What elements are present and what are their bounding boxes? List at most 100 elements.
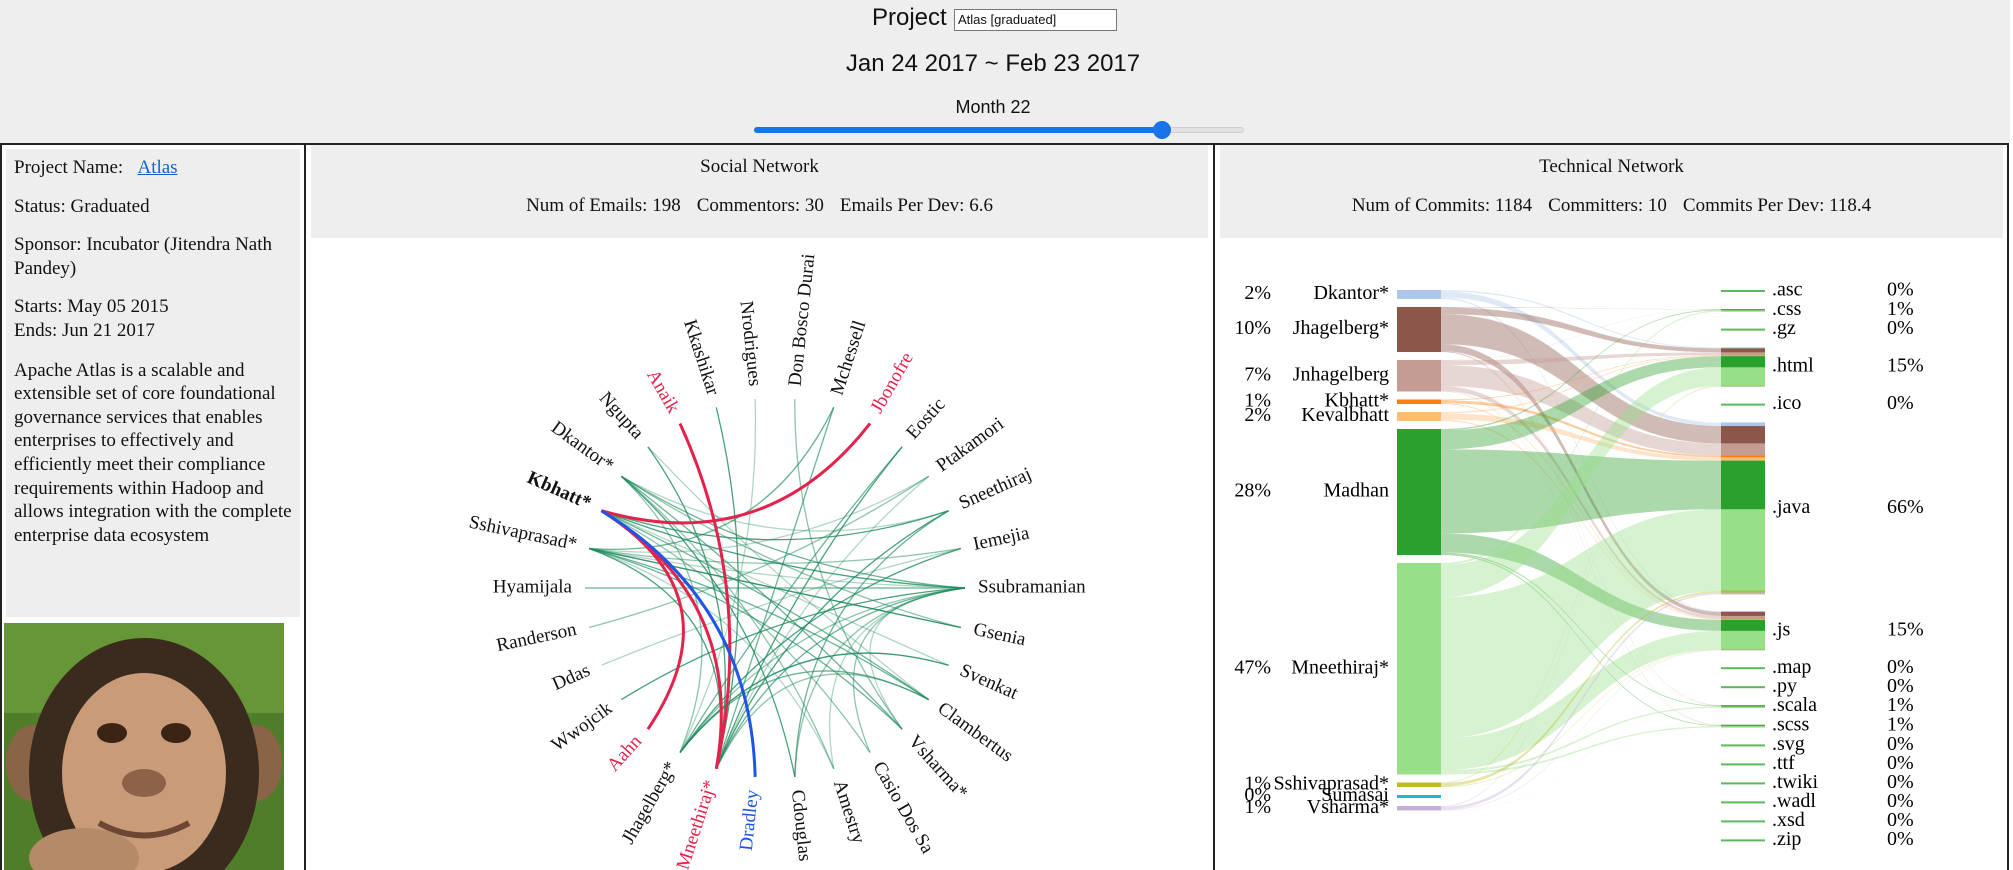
node-label: Svenkat xyxy=(957,660,1022,704)
developer-percent: 10% xyxy=(1234,317,1271,339)
link xyxy=(1441,386,1721,807)
link xyxy=(1441,290,1721,310)
edge xyxy=(620,475,835,769)
edge xyxy=(601,547,961,666)
top-bar: Project Atlas [graduated] Jan 24 2017 ~ … xyxy=(0,0,2010,143)
link xyxy=(1441,403,1721,620)
link xyxy=(1441,533,1721,631)
developer-name: Kbhatt* xyxy=(1325,389,1389,411)
file-node-segment xyxy=(1721,726,1765,728)
node-label: Hyamijala xyxy=(493,576,573,597)
edge xyxy=(715,510,949,769)
stat: Emails Per Dev: 6.6 xyxy=(840,195,993,216)
social-network: Ssubramanian Gsenia SvenkatClambertusVshar… xyxy=(467,253,1086,870)
edge-highlight xyxy=(600,509,757,777)
file-node-segment xyxy=(1721,348,1765,353)
description: Apache Atlas is a scalable and extensibl… xyxy=(14,359,292,546)
edge xyxy=(589,475,930,553)
link xyxy=(1441,309,1721,413)
developer-node xyxy=(1397,563,1441,775)
node-label: Jhagelberg* xyxy=(618,758,682,848)
link xyxy=(1441,727,1721,787)
project-select[interactable]: Atlas [graduated] xyxy=(954,9,1117,31)
technical-header: Technical Network Num of Commits: 1184 Co… xyxy=(1220,145,2003,238)
stat: Commentors: 30 xyxy=(697,195,824,216)
developer-name: Jhagelberg* xyxy=(1293,317,1389,339)
link xyxy=(1441,403,1721,706)
link xyxy=(1441,307,1721,310)
edge-highlight xyxy=(601,422,872,525)
link xyxy=(1441,309,1721,400)
link xyxy=(1441,356,1721,450)
node-label: Aahn xyxy=(603,731,646,776)
file-node-segment xyxy=(1721,592,1765,595)
node-label: Sshivaprasad* xyxy=(467,512,579,555)
edge xyxy=(588,547,903,730)
stat: Commits Per Dev: 118.4 xyxy=(1683,195,1871,216)
edge xyxy=(715,587,966,769)
edge xyxy=(620,475,703,753)
file-node-segment xyxy=(1721,619,1765,620)
link xyxy=(1441,352,1721,366)
technical-panel: Technical Network Num of Commits: 1184 Co… xyxy=(1213,143,2009,870)
file-node xyxy=(1721,782,1765,785)
link xyxy=(1441,649,1721,811)
link xyxy=(1441,298,1721,706)
link xyxy=(1441,553,1721,727)
node-label: Jbonofre xyxy=(866,349,917,417)
project-name-row: Project Name: Atlas xyxy=(14,156,294,180)
developer-percent: 1% xyxy=(1244,389,1271,411)
file-node-segment xyxy=(1721,725,1765,727)
file-percent: 0% xyxy=(1887,656,1914,678)
file-percent: 0% xyxy=(1887,771,1914,793)
link xyxy=(1441,311,1721,807)
slider-thumb[interactable] xyxy=(1153,121,1171,139)
file-name: .css xyxy=(1772,298,1802,320)
date-range: Jan 24 2017 ~ Feb 23 2017 xyxy=(845,50,1141,77)
developer-node xyxy=(1397,806,1441,811)
node-label: Dradley xyxy=(736,788,763,852)
edge xyxy=(620,587,966,701)
link xyxy=(1441,355,1721,414)
mouth xyxy=(97,820,191,839)
edge xyxy=(589,547,966,589)
edge xyxy=(794,587,966,777)
project-name-label: Project Name: xyxy=(14,157,124,178)
developer-percent: 2% xyxy=(1244,282,1271,304)
node-label: Mchessell xyxy=(827,318,871,398)
developer-name: Madhan xyxy=(1323,480,1389,502)
file-percent: 66% xyxy=(1887,496,1924,518)
stat-label: Emails Per Dev: xyxy=(839,195,965,216)
stat-label: Num of Commits: xyxy=(1351,195,1491,216)
file-node-segment xyxy=(1721,443,1765,456)
stat-label: Commits Per Dev: xyxy=(1682,195,1825,216)
stat-value: 10 xyxy=(1647,195,1667,216)
dates: Starts: May 05 2015 Ends: Jun 21 2017 xyxy=(14,295,294,342)
file-node-segment xyxy=(1721,619,1765,631)
technical-title: Technical Network xyxy=(1539,156,1684,177)
file-percent: 15% xyxy=(1887,355,1924,377)
link xyxy=(1441,307,1721,353)
edge xyxy=(588,547,930,701)
link xyxy=(1441,355,1721,401)
file-node xyxy=(1721,763,1765,766)
file-node xyxy=(1721,801,1765,804)
link xyxy=(1441,419,1721,620)
stat-label: Num of Emails: xyxy=(526,195,648,216)
file-percent: 0% xyxy=(1887,392,1914,414)
developer-node xyxy=(1397,795,1441,798)
file-name: .gz xyxy=(1772,317,1796,339)
edge xyxy=(589,547,961,629)
node-label: Dkantor* xyxy=(547,417,617,476)
stat: Committers: 10 xyxy=(1548,195,1667,216)
link xyxy=(1441,400,1721,458)
developer-name: Dkantor* xyxy=(1313,282,1389,304)
file-node-segment xyxy=(1721,367,1765,386)
project-link[interactable]: Atlas xyxy=(137,157,178,178)
link xyxy=(1441,420,1721,726)
edge xyxy=(679,547,962,753)
file-percent: 0% xyxy=(1887,828,1914,850)
link xyxy=(1441,344,1721,616)
edge xyxy=(589,407,835,550)
developer-node xyxy=(1397,782,1441,787)
